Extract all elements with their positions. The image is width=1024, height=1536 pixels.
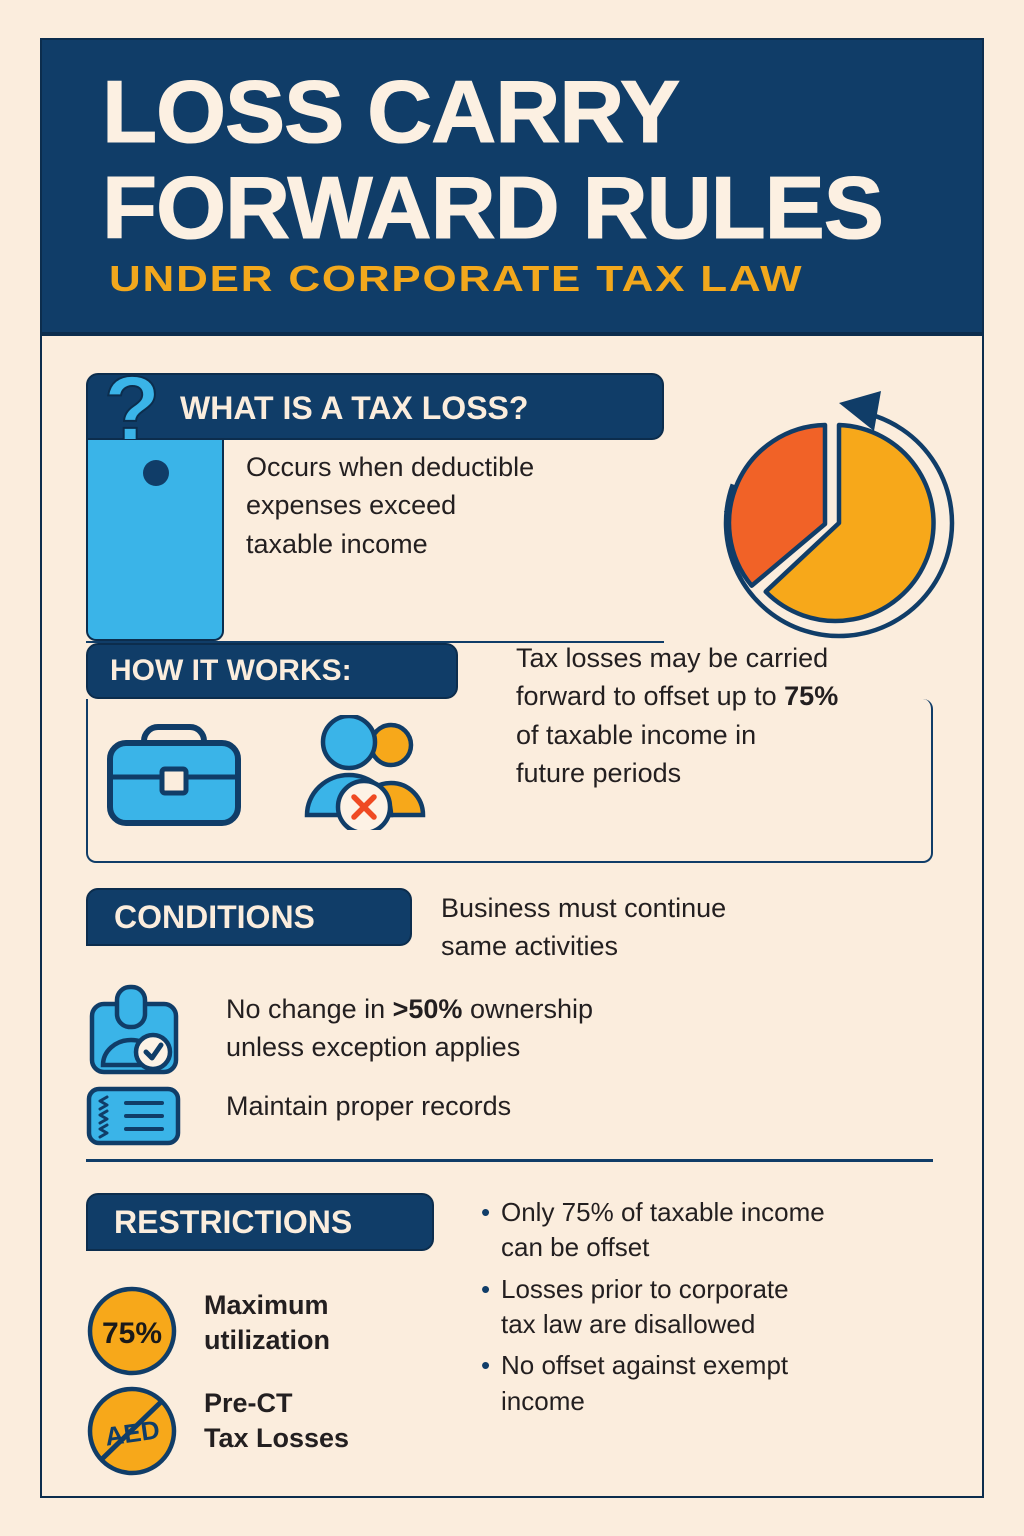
svg-text:75%: 75%: [102, 1317, 162, 1350]
